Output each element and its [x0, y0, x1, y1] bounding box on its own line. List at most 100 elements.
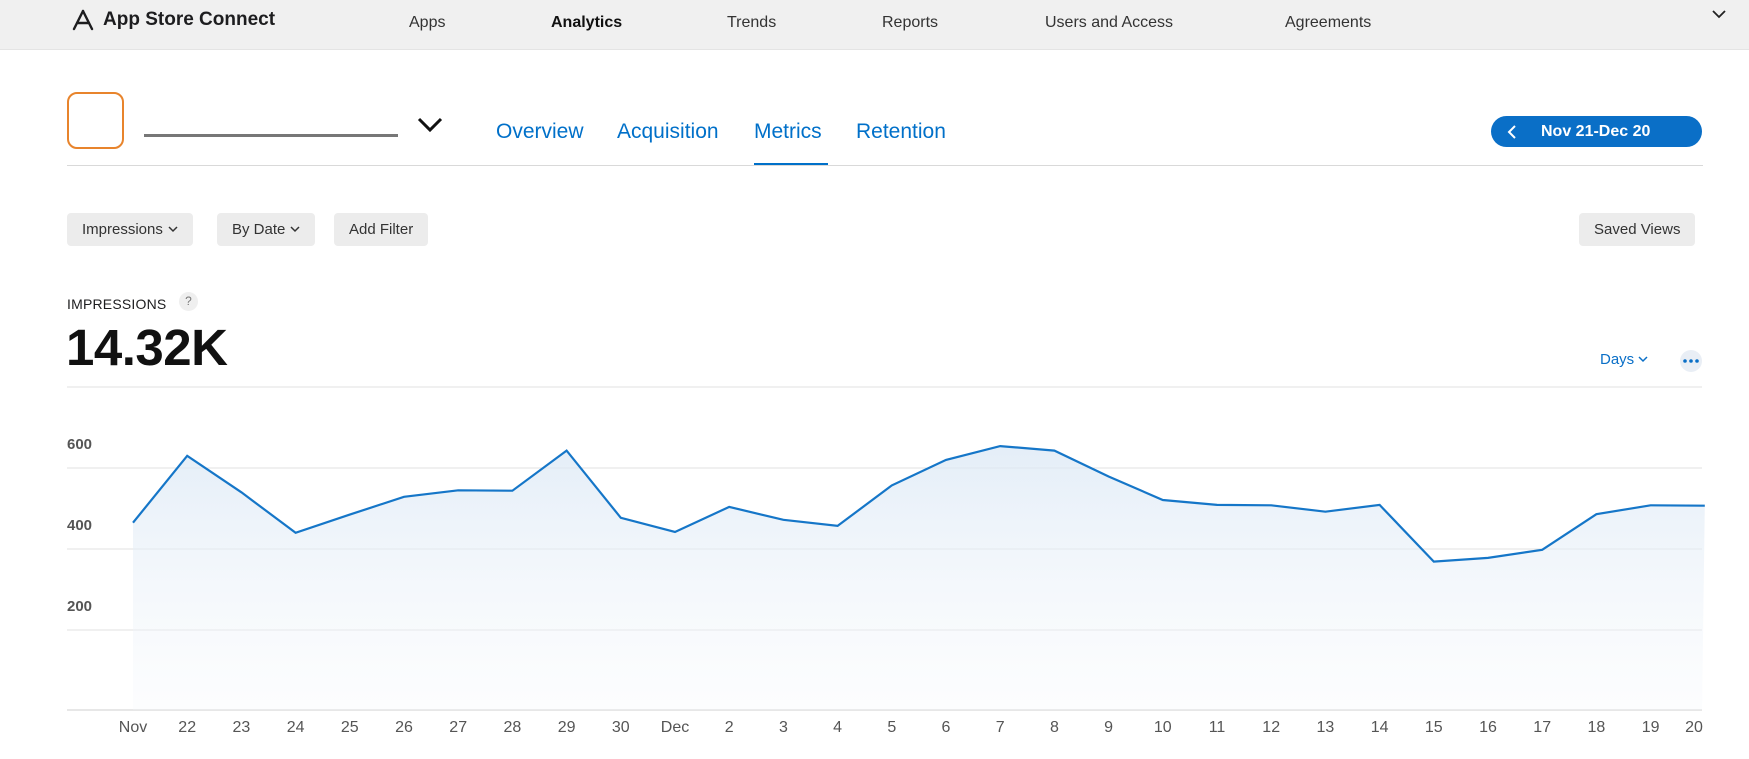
data-point[interactable] — [1215, 502, 1220, 507]
x-tick-label: 15 — [1425, 719, 1443, 736]
data-point[interactable] — [185, 453, 190, 458]
nav-item-analytics[interactable]: Analytics — [551, 14, 623, 31]
data-point[interactable] — [1702, 503, 1707, 508]
tab-acquisition[interactable]: Acquisition — [617, 120, 719, 143]
data-point[interactable] — [131, 520, 136, 525]
interval-dropdown[interactable]: Days — [1600, 351, 1648, 368]
x-tick-label: 10 — [1154, 719, 1172, 736]
data-point[interactable] — [944, 457, 949, 462]
data-point[interactable] — [564, 448, 569, 453]
nav-item-apps[interactable]: Apps — [409, 14, 446, 31]
chevron-down-icon — [1638, 356, 1648, 363]
grouping-dropdown-label: By Date — [232, 221, 286, 238]
add-filter-button[interactable]: Add Filter — [334, 213, 429, 246]
x-tick-label: 30 — [612, 719, 630, 736]
y-tick-label: 200 — [67, 598, 92, 615]
brand[interactable]: App Store Connect — [71, 9, 275, 31]
y-tick-label: 400 — [67, 517, 92, 534]
data-point[interactable] — [673, 529, 678, 534]
saved-views-label: Saved Views — [1594, 221, 1681, 238]
data-point[interactable] — [1052, 448, 1057, 453]
data-point[interactable] — [781, 517, 786, 522]
top-navigation-bar: App Store Connect Apps Analytics Trends … — [0, 0, 1749, 50]
series-line — [132, 444, 1705, 563]
x-tick-label: 18 — [1588, 719, 1606, 736]
ellipsis-icon — [1683, 359, 1699, 363]
data-point[interactable] — [998, 444, 1003, 449]
x-tick-label: 8 — [1050, 719, 1059, 736]
x-tick-label: 29 — [558, 719, 576, 736]
data-point[interactable] — [1594, 512, 1599, 517]
app-switcher-chevron-icon[interactable] — [416, 116, 444, 134]
data-point[interactable] — [456, 488, 461, 493]
data-point[interactable] — [1486, 555, 1491, 560]
x-tick-label: 11 — [1209, 719, 1226, 736]
chevron-left-icon[interactable] — [1505, 124, 1519, 140]
data-point[interactable] — [1323, 509, 1328, 514]
grouping-dropdown[interactable]: By Date — [217, 213, 316, 246]
nav-item-trends[interactable]: Trends — [727, 14, 777, 31]
chevron-down-icon — [168, 226, 178, 233]
date-range-button[interactable]: Nov 21-Dec 20 — [1491, 116, 1702, 147]
x-tick-label: 6 — [942, 719, 951, 736]
x-tick-label: 14 — [1371, 719, 1389, 736]
app-icon-placeholder[interactable] — [67, 92, 124, 149]
account-menu-chevron-icon[interactable] — [1711, 6, 1727, 22]
y-tick-label: 600 — [67, 436, 92, 453]
x-tick-label: 23 — [233, 719, 251, 736]
x-tick-label: 12 — [1262, 719, 1280, 736]
data-point[interactable] — [1377, 502, 1382, 507]
x-tick-label: 9 — [1104, 719, 1113, 736]
x-tick-label: Nov — [119, 719, 147, 736]
interval-dropdown-label: Days — [1600, 351, 1635, 368]
x-tick-label: 4 — [833, 719, 842, 736]
saved-views-button[interactable]: Saved Views — [1579, 213, 1696, 246]
tab-overview[interactable]: Overview — [496, 120, 584, 143]
metric-dropdown-label: Impressions — [82, 221, 163, 238]
x-tick-label: 24 — [287, 719, 305, 736]
more-options-button[interactable] — [1680, 350, 1702, 372]
data-point[interactable] — [402, 494, 407, 499]
data-point[interactable] — [1160, 497, 1165, 502]
data-point[interactable] — [293, 530, 298, 535]
data-point[interactable] — [1648, 503, 1653, 508]
data-point[interactable] — [1431, 559, 1436, 564]
x-tick-label: 13 — [1317, 719, 1335, 736]
series-area — [133, 446, 1705, 710]
x-tick-label: 20 — [1685, 719, 1703, 736]
metric-total-value: 14.32K — [66, 319, 228, 376]
chevron-down-icon — [290, 226, 300, 233]
data-point[interactable] — [1106, 474, 1111, 479]
header-divider — [67, 165, 1703, 166]
nav-item-reports[interactable]: Reports — [882, 14, 939, 31]
data-point[interactable] — [618, 515, 623, 520]
data-point[interactable] — [727, 504, 732, 509]
date-range-label: Nov 21-Dec 20 — [1541, 122, 1651, 140]
x-tick-label: 5 — [887, 719, 896, 736]
data-point[interactable] — [1540, 547, 1545, 552]
data-point[interactable] — [835, 523, 840, 528]
x-tick-label: 26 — [395, 719, 413, 736]
impressions-chart: 200400600800 Nov222324252627282930Dec234… — [67, 386, 1707, 736]
tab-retention[interactable]: Retention — [856, 120, 946, 143]
nav-item-users-and-access[interactable]: Users and Access — [1045, 14, 1174, 31]
data-point[interactable] — [1269, 503, 1274, 508]
x-tick-label: Dec — [661, 719, 689, 736]
help-icon[interactable]: ? — [179, 292, 198, 311]
x-tick-label: 3 — [779, 719, 788, 736]
data-point[interactable] — [347, 512, 352, 517]
x-tick-label: 28 — [504, 719, 522, 736]
metric-dropdown[interactable]: Impressions — [67, 213, 193, 246]
x-tick-label: 27 — [449, 719, 467, 736]
app-store-icon — [72, 9, 94, 31]
tab-metrics[interactable]: Metrics — [754, 120, 822, 143]
data-point[interactable] — [239, 490, 244, 495]
x-tick-label: 7 — [996, 719, 1005, 736]
x-tick-label: 17 — [1533, 719, 1551, 736]
add-filter-label: Add Filter — [349, 221, 414, 238]
x-tick-label: 19 — [1642, 719, 1660, 736]
brand-name: App Store Connect — [103, 9, 276, 30]
nav-item-agreements[interactable]: Agreements — [1285, 14, 1372, 31]
data-point[interactable] — [510, 488, 515, 493]
data-point[interactable] — [889, 483, 894, 488]
